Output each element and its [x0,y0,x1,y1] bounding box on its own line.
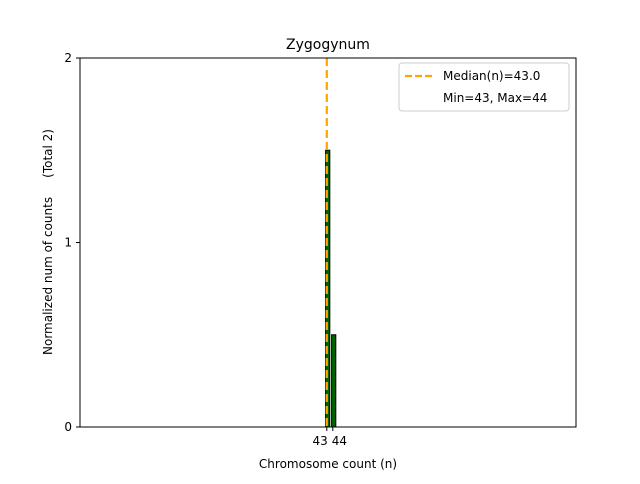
chart-title: Zygogynum [286,37,370,53]
legend-median-label: Median(n)=43.0 [443,69,540,83]
legend: Median(n)=43.0 Min=43, Max=44 [398,62,570,112]
bar-44 [331,334,337,428]
y-axis-label: Normalized num of counts (Total 2) [41,129,55,355]
legend-minmax-label: Min=43, Max=44 [443,91,547,105]
x-tick-label: 44 [332,434,347,448]
y-tick-label: 0 [64,420,72,434]
y-tick-label: 1 [64,236,72,250]
y-tick-label: 2 [64,51,72,65]
x-tick-label: 43 [313,434,328,448]
legend-box [398,62,570,112]
x-axis-label: Chromosome count (n) [259,457,397,471]
